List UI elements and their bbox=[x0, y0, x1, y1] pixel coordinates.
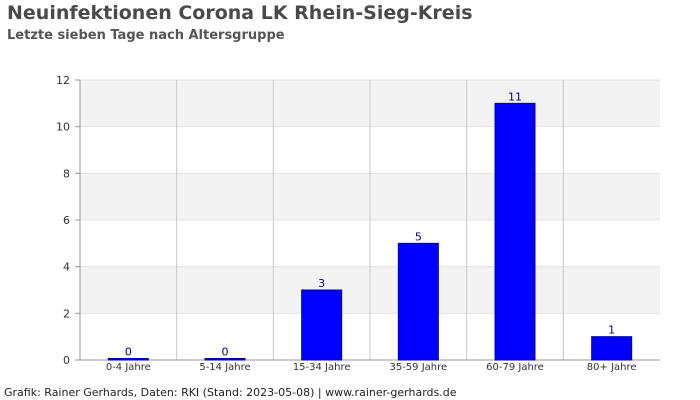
bar bbox=[204, 358, 246, 361]
x-category-label: 80+ Jahre bbox=[587, 362, 637, 373]
chart-title: Neuinfektionen Corona LK Rhein-Sieg-Krei… bbox=[7, 2, 473, 24]
bar-value-label: 5 bbox=[415, 230, 422, 243]
bar-value-label: 1 bbox=[608, 324, 615, 337]
source-footer: Grafik: Rainer Gerhards, Daten: RKI (Sta… bbox=[4, 386, 457, 399]
y-tick-label: 0 bbox=[63, 354, 70, 367]
category-labels: 0-4 Jahre 5-14 Jahre 15-34 Jahre 35-59 Jahr… bbox=[106, 362, 637, 373]
y-tick-labels: 0 2 4 6 8 10 12 bbox=[56, 74, 70, 367]
bar bbox=[107, 358, 149, 361]
bar-value-label: 0 bbox=[125, 346, 132, 359]
bar bbox=[397, 242, 439, 361]
bar bbox=[301, 289, 343, 361]
axes bbox=[75, 79, 660, 361]
grid-lines bbox=[80, 79, 660, 360]
y-tick-label: 6 bbox=[63, 214, 70, 227]
bar-value-label: 11 bbox=[508, 90, 522, 103]
x-category-label: 15-34 Jahre bbox=[293, 362, 351, 373]
bars bbox=[107, 102, 633, 361]
bar bbox=[494, 102, 536, 361]
y-tick-label: 2 bbox=[63, 307, 70, 320]
y-tick-label: 10 bbox=[56, 121, 70, 134]
bar-value-label: 0 bbox=[222, 346, 229, 359]
y-tick-label: 8 bbox=[63, 167, 70, 180]
bar-value-label: 3 bbox=[318, 277, 325, 290]
x-category-label: 60-79 Jahre bbox=[486, 362, 544, 373]
x-category-label: 5-14 Jahre bbox=[199, 362, 250, 373]
bar bbox=[591, 336, 633, 361]
chart-subtitle: Letzte sieben Tage nach Altersgruppe bbox=[7, 28, 285, 43]
y-tick-label: 12 bbox=[56, 74, 70, 87]
y-tick-label: 4 bbox=[63, 261, 70, 274]
x-category-label: 35-59 Jahre bbox=[389, 362, 447, 373]
x-category-label: 0-4 Jahre bbox=[106, 362, 151, 373]
